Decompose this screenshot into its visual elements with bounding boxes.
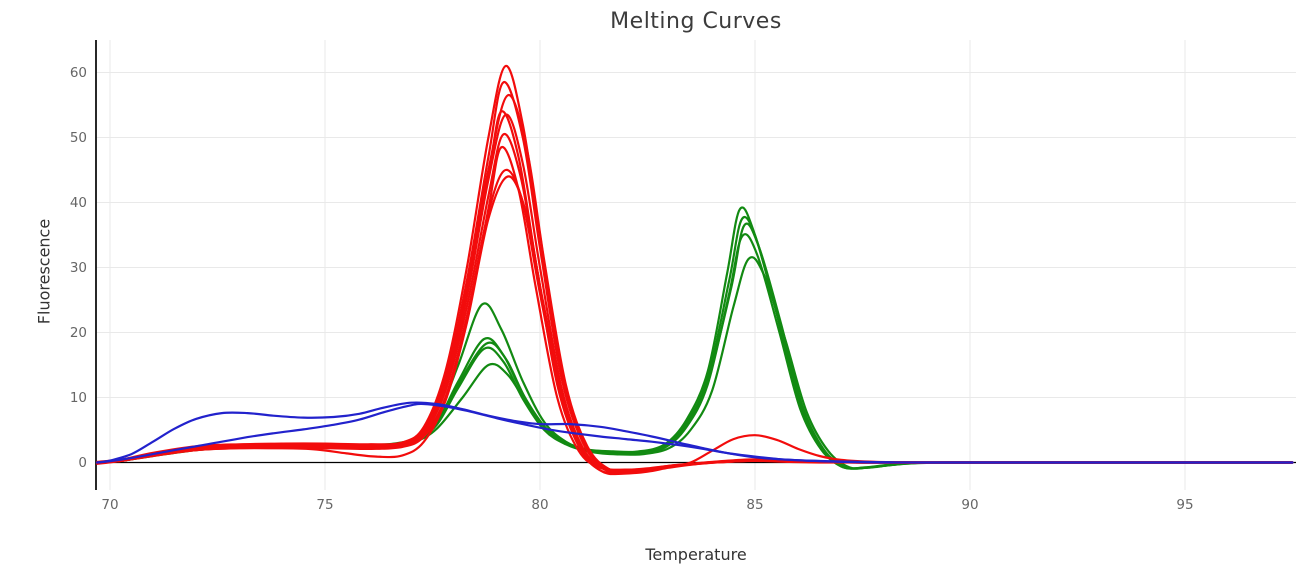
series-green-1 bbox=[96, 206, 1294, 470]
x-tick-label-85: 85 bbox=[746, 497, 763, 513]
series-green-5 bbox=[96, 256, 1294, 470]
y-tick-label-50: 50 bbox=[70, 130, 87, 146]
x-tick-label-75: 75 bbox=[316, 497, 333, 513]
y-tick-label-60: 60 bbox=[70, 65, 87, 81]
y-axis-label: Fluorescence bbox=[34, 218, 54, 325]
y-tick-label-10: 10 bbox=[70, 390, 87, 406]
x-tick-label-70: 70 bbox=[101, 497, 118, 513]
series-green-2 bbox=[96, 216, 1294, 470]
y-tick-label-40: 40 bbox=[70, 195, 87, 211]
series-red-9 bbox=[96, 175, 1294, 472]
y-tick-label-0: 0 bbox=[78, 455, 87, 471]
y-tick-label-30: 30 bbox=[70, 260, 87, 276]
y-tick-label-20: 20 bbox=[70, 325, 87, 341]
x-tick-label-90: 90 bbox=[961, 497, 978, 513]
series-red-4 bbox=[96, 110, 1294, 475]
chart-title: Melting Curves bbox=[610, 9, 782, 34]
series-red-5 bbox=[96, 113, 1294, 474]
series-blue-2 bbox=[96, 402, 1294, 464]
x-tick-label-95: 95 bbox=[1176, 497, 1193, 513]
x-tick-label-80: 80 bbox=[531, 497, 548, 513]
x-axis-label: Temperature bbox=[645, 545, 747, 564]
series-red-7 bbox=[96, 146, 1294, 471]
